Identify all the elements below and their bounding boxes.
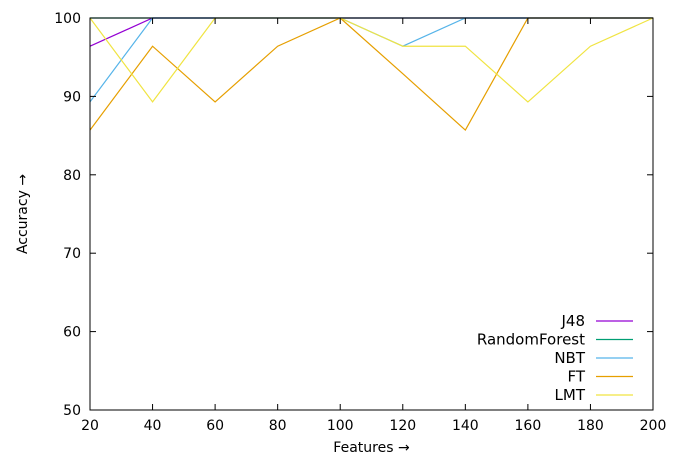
x-tick-label: 180 (577, 418, 604, 434)
plot-frame (89, 17, 654, 411)
legend-label: FT (567, 368, 585, 386)
series-line-ft (89, 17, 653, 132)
y-tick-label: 50 (63, 403, 81, 419)
x-tick-label: 40 (144, 418, 162, 434)
y-tick-label: 70 (63, 246, 81, 262)
x-tick-label: 80 (269, 418, 287, 434)
y-axis-ticks: 50 60 70 80 90 100 (54, 11, 653, 419)
legend-label: J48 (560, 312, 585, 330)
x-axis-ticks: 20 40 60 80 100 120 140 160 180 200 (81, 18, 666, 434)
legend-label: LMT (555, 386, 586, 404)
x-tick-label: 200 (640, 418, 667, 434)
x-tick-label: 120 (389, 418, 416, 434)
x-tick-label: 60 (206, 418, 224, 434)
legend-label: NBT (554, 349, 586, 367)
x-tick-label: 100 (327, 418, 354, 434)
x-tick-label: 20 (81, 418, 99, 434)
x-tick-label: 140 (452, 418, 479, 434)
plot-lines (89, 17, 654, 132)
y-tick-label: 90 (63, 89, 81, 105)
x-tick-label: 160 (515, 418, 542, 434)
y-axis-title: Accuracy → (15, 174, 31, 254)
legend-label: RandomForest (477, 331, 585, 349)
series-line-lmt (89, 17, 654, 103)
y-tick-label: 100 (54, 11, 81, 27)
y-tick-label: 80 (63, 168, 81, 184)
x-axis-title: Features → (333, 440, 410, 456)
y-tick-label: 60 (63, 325, 81, 341)
series-line-nbt (89, 17, 653, 103)
